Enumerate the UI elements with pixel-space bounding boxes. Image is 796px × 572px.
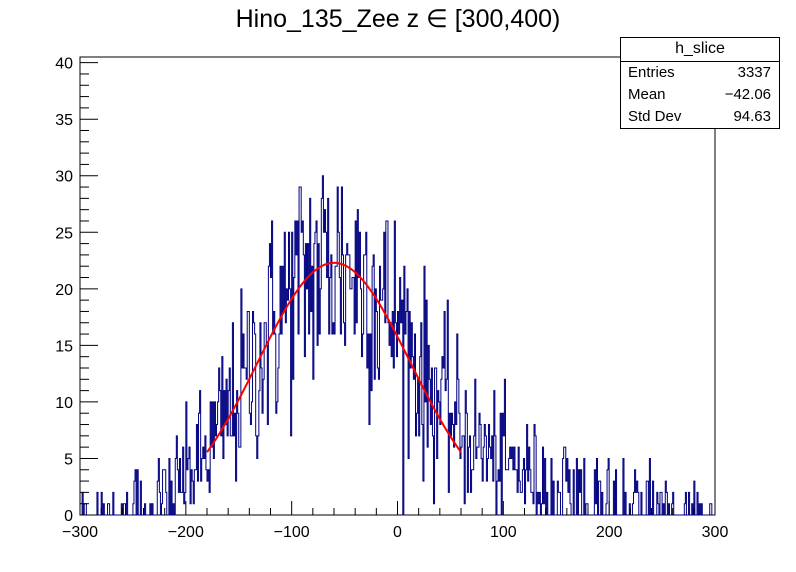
histogram-bars bbox=[80, 175, 715, 516]
fit-curve bbox=[206, 261, 462, 453]
stats-label: Std Dev bbox=[628, 108, 682, 125]
x-tick-label: 100 bbox=[490, 524, 517, 541]
y-tick-label: 25 bbox=[55, 225, 73, 242]
x-tick-label: −300 bbox=[62, 524, 98, 541]
stats-label: Entries bbox=[628, 64, 675, 81]
stats-value: 94.63 bbox=[733, 108, 771, 125]
stats-row-entries: Entries 3337 bbox=[621, 62, 779, 84]
stats-label: Mean bbox=[628, 86, 666, 103]
y-tick-label: 20 bbox=[55, 282, 73, 299]
stats-box: h_slice Entries 3337 Mean −42.06 Std Dev… bbox=[620, 37, 780, 129]
gaussian-fit-line bbox=[206, 261, 462, 453]
x-tick-label: −200 bbox=[168, 524, 204, 541]
x-tick-label: 200 bbox=[596, 524, 623, 541]
y-tick-label: 10 bbox=[55, 395, 73, 412]
stats-row-mean: Mean −42.06 bbox=[621, 84, 779, 106]
y-tick-label: 5 bbox=[64, 451, 73, 468]
axes: −300 −200 −100 0 100 200 300 0 5 10 15 20 25 30 35 40 bbox=[55, 56, 728, 541]
y-tick-label: 15 bbox=[55, 338, 73, 355]
y-tick-label: 30 bbox=[55, 169, 73, 186]
stats-value: −42.06 bbox=[724, 86, 771, 103]
y-tick-label: 40 bbox=[55, 56, 73, 73]
y-tick-label: 0 bbox=[64, 508, 73, 525]
y-tick-label: 35 bbox=[55, 112, 73, 129]
x-tick-label: 0 bbox=[393, 524, 402, 541]
stats-value: 3337 bbox=[737, 64, 771, 81]
stats-row-stddev: Std Dev 94.63 bbox=[621, 106, 779, 128]
stats-box-name: h_slice bbox=[621, 38, 779, 62]
histogram-line bbox=[80, 175, 715, 516]
x-tick-label: −100 bbox=[274, 524, 310, 541]
chart-title: Hino_135_Zee z ∈ [300,400) bbox=[235, 5, 561, 33]
x-tick-label: 300 bbox=[702, 524, 729, 541]
